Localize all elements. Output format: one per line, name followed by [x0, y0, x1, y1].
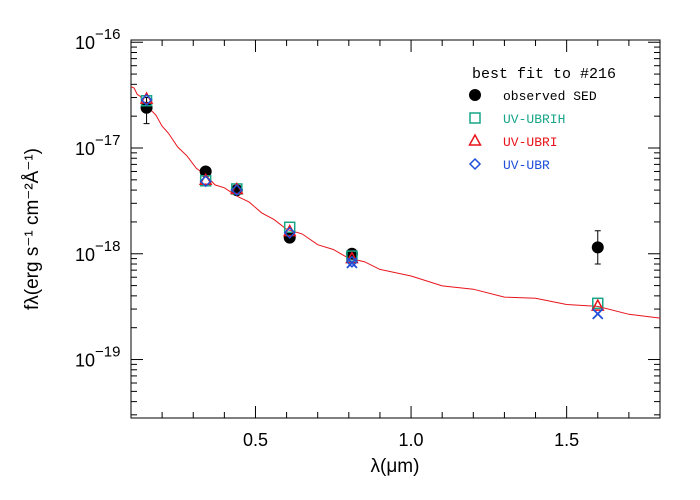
x-tick-label: 1.0: [399, 430, 424, 450]
data-point-filled-circle: [140, 101, 153, 114]
legend-marker-triangle: [468, 133, 482, 146]
legend-label: UV-UBRIH: [503, 112, 565, 127]
data-point-filled-circle: [591, 241, 604, 254]
x-tick-label: 0.5: [243, 430, 268, 450]
y-axis-title: fλ(erg s⁻¹ cm⁻²Å⁻¹): [22, 148, 43, 310]
legend-label: UV-UBRI: [503, 135, 558, 150]
x-tick-label: 1.5: [554, 430, 579, 450]
legend-label: observed SED: [503, 89, 597, 104]
x-axis-title: λ(μm): [371, 456, 420, 477]
data-point-diamond: [230, 184, 243, 197]
legend-title: best fit to #216: [472, 66, 616, 83]
data-point-filled-circle: [199, 165, 212, 178]
legend-marker-diamond: [468, 157, 482, 171]
data-point-x: [592, 308, 604, 320]
y-tick-label: 10−18: [75, 238, 120, 265]
model-spectrum-line: [130, 86, 661, 319]
y-tick-label: 10−17: [75, 132, 120, 159]
legend-label: UV-UBR: [503, 158, 550, 173]
y-tick-label: 10−19: [75, 344, 120, 371]
data-point-diamond: [283, 226, 296, 239]
model-spectrum-layer: [130, 86, 661, 319]
marker-layer: [139, 91, 605, 320]
data-point-diamond: [140, 93, 153, 106]
plot-frame: [130, 39, 661, 419]
legend-marker-square: [469, 112, 481, 124]
data-point-triangle: [590, 298, 605, 311]
data-point-diamond: [199, 175, 212, 188]
data-point-square: [592, 297, 604, 310]
axis-ticks-layer: 0.5 1.0 1.5 10−16 10−17 10−18 10−19: [75, 26, 661, 450]
legend-entries: observed SED UV-UBRIH UV-UBRI UV-UBR: [468, 89, 597, 173]
data-point-square: [283, 221, 296, 234]
legend-marker-filled-circle: [469, 89, 481, 101]
data-point-x: [346, 257, 358, 269]
legend: best fit to #216 observed SED UV-UBRIH UV-…: [468, 66, 616, 173]
y-tick-label: 10−16: [75, 26, 120, 53]
